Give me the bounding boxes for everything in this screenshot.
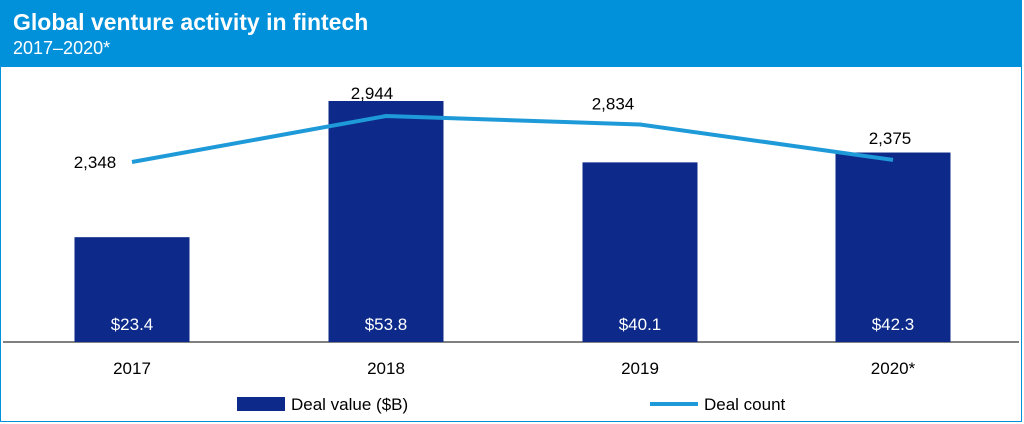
legend-swatch-deal-value <box>237 397 285 411</box>
bar-value-label: $40.1 <box>619 315 662 334</box>
bar-series <box>74 101 951 342</box>
bar-2019 <box>582 162 698 342</box>
line-value-labels: 2,348 2,944 2,834 2,375 <box>74 84 912 172</box>
x-tick-label: 2020* <box>871 359 916 378</box>
x-tick-label: 2019 <box>621 359 659 378</box>
deal-count-line <box>131 114 894 164</box>
bar-value-label: $42.3 <box>872 315 915 334</box>
x-axis-ticks: 2017 2018 2019 2020* <box>113 359 916 378</box>
legend-label-deal-value: Deal value ($B) <box>291 395 408 414</box>
chart-title: Global venture activity in fintech <box>13 9 369 35</box>
legend: Deal value ($B) Deal count <box>237 395 786 414</box>
bar-value-label: $53.8 <box>365 315 408 334</box>
bar-value-label: $23.4 <box>111 315 154 334</box>
deal-count-label: 2,944 <box>351 84 394 103</box>
x-tick-label: 2017 <box>113 359 151 378</box>
line-series <box>131 114 894 164</box>
legend-label-deal-count: Deal count <box>704 395 786 414</box>
chart-subtitle: 2017–2020* <box>13 38 111 58</box>
deal-count-label: 2,348 <box>74 153 117 172</box>
deal-count-label: 2,834 <box>592 94 635 113</box>
deal-count-label: 2,375 <box>869 129 912 148</box>
bar-2018 <box>328 101 444 342</box>
bar-2020 <box>835 152 951 342</box>
x-tick-label: 2018 <box>367 359 405 378</box>
bar-2017 <box>74 237 190 342</box>
bar-value-labels: $23.4 $53.8 $40.1 $42.3 <box>111 315 915 334</box>
chart-header: Global venture activity in fintech 2017–… <box>1 1 1021 67</box>
